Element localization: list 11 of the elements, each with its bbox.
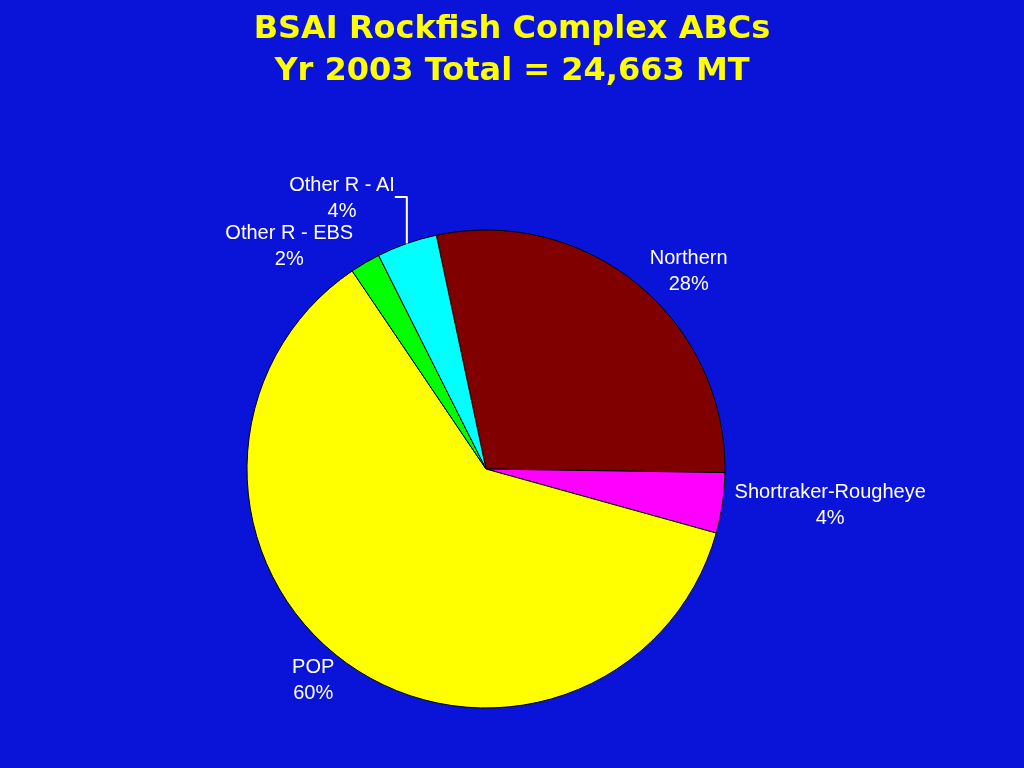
data-label: 2% [274,246,304,269]
slice-label: POP [292,654,335,677]
slice-label: Other R - EBS [225,220,354,243]
slice-label: Shortraker-Rougheye [734,479,926,502]
data-label: 4% [815,505,845,528]
chart-title: BSAI Rockfish Complex ABCs Yr 2003 Total = 24,663 MT [253,8,771,88]
data-label: 28% [668,272,709,295]
data-label: 4% [327,198,357,221]
data-label: 60% [293,680,334,703]
slice-label: Northern [649,246,728,269]
slice-label: Other R - AI [289,172,395,195]
